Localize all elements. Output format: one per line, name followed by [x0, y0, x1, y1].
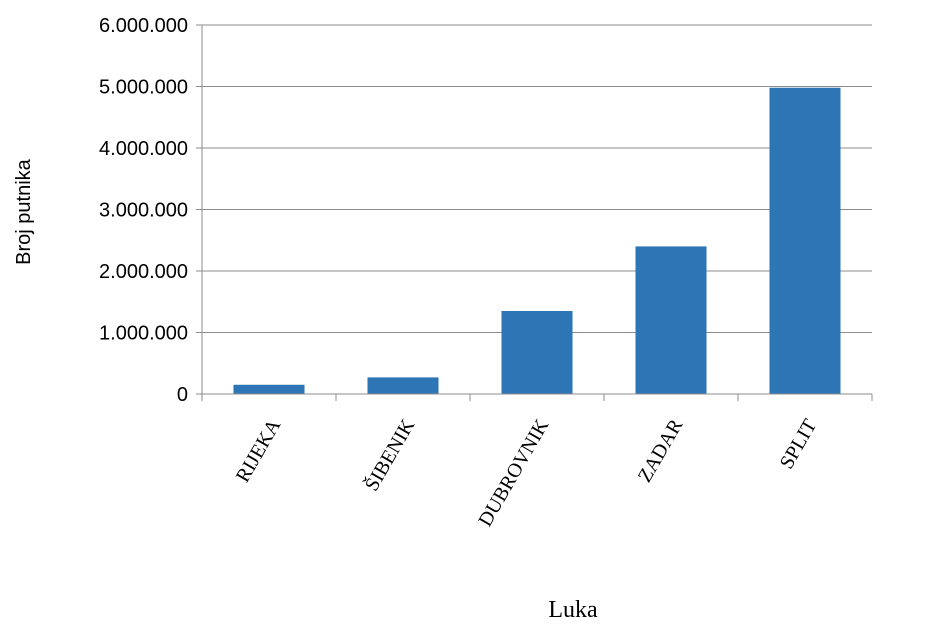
x-tick-label: ZADAR [634, 415, 688, 486]
y-tick-label: 4.000.000 [99, 138, 188, 160]
y-tick-label: 3.000.000 [99, 200, 188, 222]
x-tick-label: ŠIBENIK [359, 414, 420, 495]
axes [201, 25, 873, 401]
y-tick-label: 5.000.000 [99, 77, 188, 99]
bar [233, 384, 305, 394]
x-tick-label: DUBROVNIK [474, 415, 553, 530]
y-tick-labels: 0 1.000.000 2.000.000 3.000.000 4.000.000 5.0… [99, 15, 188, 406]
x-axis-title: Luka [548, 597, 598, 623]
y-tick-label: 1.000.000 [99, 323, 188, 345]
bar [367, 377, 439, 394]
y-tick-label: 2.000.000 [99, 261, 188, 283]
x-tick-label: SPLIT [776, 416, 822, 473]
bar [769, 87, 841, 394]
x-tick-label: RIJEKA [232, 415, 286, 486]
bar [635, 246, 707, 394]
gridlines [196, 24, 872, 395]
bars [233, 87, 841, 394]
x-tick-labels: RIJEKA ŠIBENIK DUBROVNIK ZADAR SPLIT [232, 414, 821, 530]
bar [501, 310, 573, 394]
y-tick-label: 6.000.000 [99, 15, 188, 37]
y-tick-label: 0 [177, 384, 188, 406]
y-axis-title: Broj putnika [13, 158, 35, 264]
